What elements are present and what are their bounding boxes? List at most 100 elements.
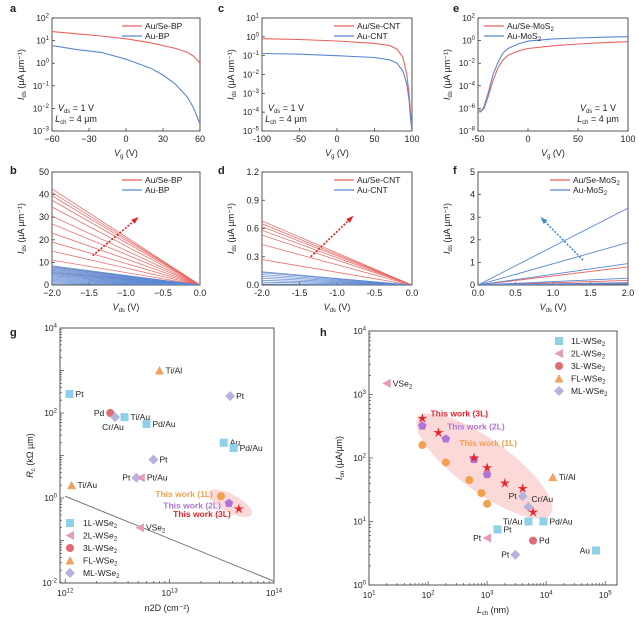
point-label: Ti/Au bbox=[131, 412, 151, 422]
panel-f: f 0 1 2 3 4 5 0.0 0.5 1.0 1.5 2.0 Vds (V) Ids (µA µm⁻… bbox=[442, 165, 634, 314]
point-label: Pt bbox=[76, 389, 85, 399]
series-line-red bbox=[52, 232, 200, 285]
y-axis-label: Ids (µA µm⁻¹) bbox=[442, 203, 454, 254]
data-point bbox=[65, 389, 74, 398]
point-label: Pt bbox=[122, 473, 131, 483]
series-line-red bbox=[52, 206, 200, 285]
x-axis-label: Vg (V) bbox=[541, 148, 565, 160]
point-label: Ti/Al bbox=[165, 366, 182, 376]
point-label: Pt bbox=[503, 524, 512, 534]
y-tick-label: 10−8 bbox=[459, 126, 476, 136]
limit-line bbox=[65, 495, 275, 582]
legend-marker bbox=[555, 362, 563, 370]
this-work-point bbox=[216, 492, 225, 501]
panel-e: e 10−8 10−6 10−4 10−2 100 102 -50 0 50 100 Vg (V) Id… bbox=[442, 3, 636, 160]
legend-label: Au/Se-BP bbox=[145, 21, 183, 31]
data-point bbox=[482, 533, 492, 543]
legend-label: Au-BP bbox=[145, 31, 170, 41]
y-tick-label: 10−5 bbox=[243, 126, 260, 136]
series-line-blue bbox=[52, 265, 200, 285]
x-tick-label: -100 bbox=[253, 134, 271, 144]
x-tick-label: 2.0 bbox=[622, 288, 635, 298]
this-work-point-2L bbox=[441, 434, 451, 443]
legend-label: Au-BP bbox=[145, 185, 170, 195]
y-tick-label: 0 bbox=[470, 280, 475, 290]
y-tick-label: 10-2 bbox=[42, 578, 57, 588]
x-tick-label: 0.0 bbox=[406, 288, 419, 298]
y-tick-label: 0.0 bbox=[246, 280, 259, 290]
series-line-red bbox=[52, 250, 200, 285]
panel-c: c 10−5 10−4 10−3 10−2 10−1 100 101 -100 -50 0 50 100… bbox=[218, 3, 420, 160]
point-label: Au bbox=[580, 545, 591, 555]
y-tick-label: 1.2 bbox=[246, 167, 259, 177]
panel-label-a: a bbox=[10, 3, 17, 15]
y-tick-label: 10−4 bbox=[243, 107, 260, 117]
this-work-label: This work (3L) bbox=[173, 509, 231, 519]
x-tick-label: 104 bbox=[540, 590, 553, 600]
x-axis-label: Vg (V) bbox=[114, 148, 138, 160]
panel-g: g 1012 1013 1014 10-2 100 102 104 n2D (cm⁻²) Rc (… bbox=[10, 323, 283, 613]
x-tick-label: 1012 bbox=[57, 588, 74, 598]
legend-marker bbox=[554, 374, 564, 383]
point-label: Au bbox=[230, 438, 241, 448]
annotation: Lch = 4 µm bbox=[265, 114, 307, 126]
y-tick-label: 10−1 bbox=[243, 51, 260, 61]
this-work-point-3L bbox=[499, 477, 511, 488]
legend-label: Au/Se-BP bbox=[145, 175, 183, 185]
point-label: Pd bbox=[94, 408, 105, 418]
this-work-highlight bbox=[416, 413, 553, 519]
x-tick-label: 100 bbox=[404, 134, 419, 144]
data-point bbox=[136, 473, 145, 483]
point-label: Pt bbox=[159, 455, 168, 465]
this-work-point-3L bbox=[527, 506, 539, 517]
x-axis-label: Vds (V) bbox=[113, 302, 140, 314]
data-point bbox=[142, 420, 151, 429]
panel-label-c: c bbox=[218, 3, 224, 15]
x-axis-label: n2D (cm⁻²) bbox=[145, 603, 190, 613]
y-tick-label: 100 bbox=[462, 36, 475, 46]
plot-area-d bbox=[262, 220, 412, 285]
x-tick-label: -0.5 bbox=[367, 288, 383, 298]
legend-label: Au-MoS2​ bbox=[573, 185, 608, 197]
series-line-blue bbox=[478, 263, 628, 285]
data-point bbox=[548, 472, 558, 482]
this-work-point-2L bbox=[482, 470, 492, 479]
y-tick-label: 0.6 bbox=[246, 224, 259, 234]
x-tick-label: −60 bbox=[44, 134, 59, 144]
series-line-red bbox=[262, 234, 412, 285]
x-tick-label: 0 bbox=[123, 134, 128, 144]
y-tick-label: 30 bbox=[39, 212, 49, 222]
legend-marker bbox=[66, 519, 74, 527]
panel-label-d: d bbox=[218, 165, 225, 177]
series-line-red bbox=[52, 199, 200, 285]
x-axis-label: Lch (nm) bbox=[477, 605, 509, 617]
y-tick-label: 50 bbox=[39, 167, 49, 177]
this-work-label: This work (2L) bbox=[447, 422, 505, 432]
y-tick-label: 10−2 bbox=[243, 70, 260, 80]
point-label: Pd/Au bbox=[240, 443, 263, 453]
point-label: VSe2​ bbox=[146, 523, 166, 535]
point-label: Pt bbox=[473, 533, 482, 543]
annotation: Vds = 1 V bbox=[58, 103, 94, 115]
series-line-red bbox=[52, 195, 200, 285]
this-work-point bbox=[224, 498, 234, 507]
legend-label: Au/Se-MoS2​ bbox=[507, 21, 554, 33]
y-tick-label: 10−3 bbox=[33, 126, 50, 136]
this-work-label: This work (1L) bbox=[155, 489, 213, 499]
data-point bbox=[120, 413, 129, 422]
panel-d-frame bbox=[261, 171, 413, 286]
legend-label: Au/Se-CNT bbox=[357, 175, 400, 185]
y-tick-label: 10−1 bbox=[33, 81, 50, 91]
y-tick-label: 104 bbox=[44, 323, 57, 333]
series-line-red bbox=[262, 220, 412, 285]
this-work-label: This work (3L) bbox=[430, 408, 488, 418]
series-line-red bbox=[52, 31, 200, 64]
series-line-blue bbox=[478, 277, 628, 285]
legend-label: Au/Se-CNT bbox=[357, 21, 400, 31]
legend-label: 3L-WSe2​ bbox=[83, 543, 118, 555]
x-axis-label: Vds (V) bbox=[324, 302, 351, 314]
data-point bbox=[229, 444, 238, 453]
x-tick-label: −1.5 bbox=[80, 288, 98, 298]
point-label: Cr/Au bbox=[102, 422, 124, 432]
legend-label: 1L-WSe2​ bbox=[571, 336, 606, 348]
